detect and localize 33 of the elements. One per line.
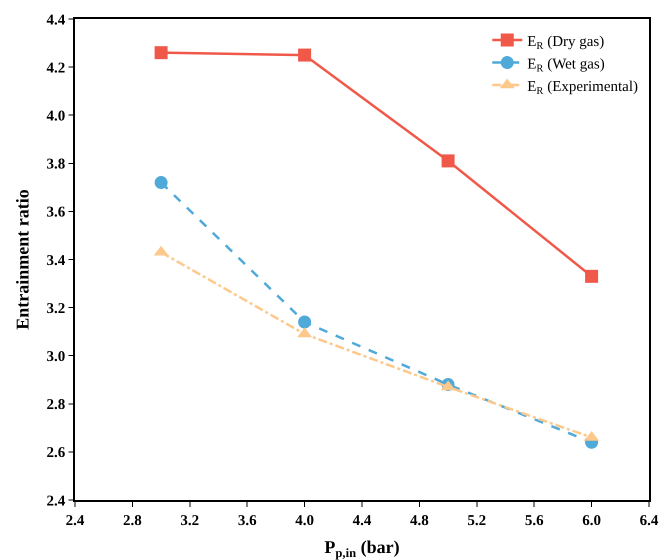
x-tick-label: 4.8 [410, 512, 429, 529]
point [154, 176, 168, 190]
y-tick-label: 3.4 [46, 252, 66, 269]
x-tick-label: 4.0 [295, 512, 314, 529]
x-tick-label: 3.6 [238, 512, 258, 529]
x-tick-label: 6.0 [582, 512, 601, 529]
legend-label: E$_{R}$ (Dry gas) [527, 34, 604, 52]
legend-label: E$_{R}$ (Experimental) [527, 78, 638, 98]
point [298, 48, 312, 62]
y-tick-label: 3.8 [46, 156, 66, 173]
y-tick-label: 3.6 [46, 204, 66, 221]
x-tick-label: 2.8 [123, 512, 142, 529]
x-tick-label: 6.4 [640, 512, 659, 529]
y-tick-label: 2.4 [46, 493, 66, 510]
y-axis-title: Entrainment ratio [12, 189, 32, 330]
point [298, 316, 312, 329]
x-tick-label: 2.4 [66, 512, 85, 529]
y-tick-label: 3.0 [46, 348, 66, 365]
y-tick-label: 4.0 [46, 108, 66, 124]
point [442, 154, 455, 168]
x-tick-label: 4.4 [352, 512, 372, 529]
y-tick-label: 2.8 [46, 397, 66, 414]
point [154, 46, 168, 60]
y-tick-label: 2.6 [46, 445, 66, 462]
x-tick-label: 5.2 [467, 512, 486, 529]
y-tick-label: 4.2 [46, 60, 66, 76]
x-axis-title: P$_{p,in}$ (bar) [324, 537, 400, 560]
x-tick-label: 3.2 [180, 512, 200, 529]
x-tick-label: 5.6 [524, 512, 544, 529]
point [585, 270, 598, 283]
legend-label: E$_{R}$ (Wet gas) [527, 56, 605, 75]
y-tick-label: 4.4 [46, 12, 66, 28]
y-tick-label: 3.2 [46, 300, 66, 317]
